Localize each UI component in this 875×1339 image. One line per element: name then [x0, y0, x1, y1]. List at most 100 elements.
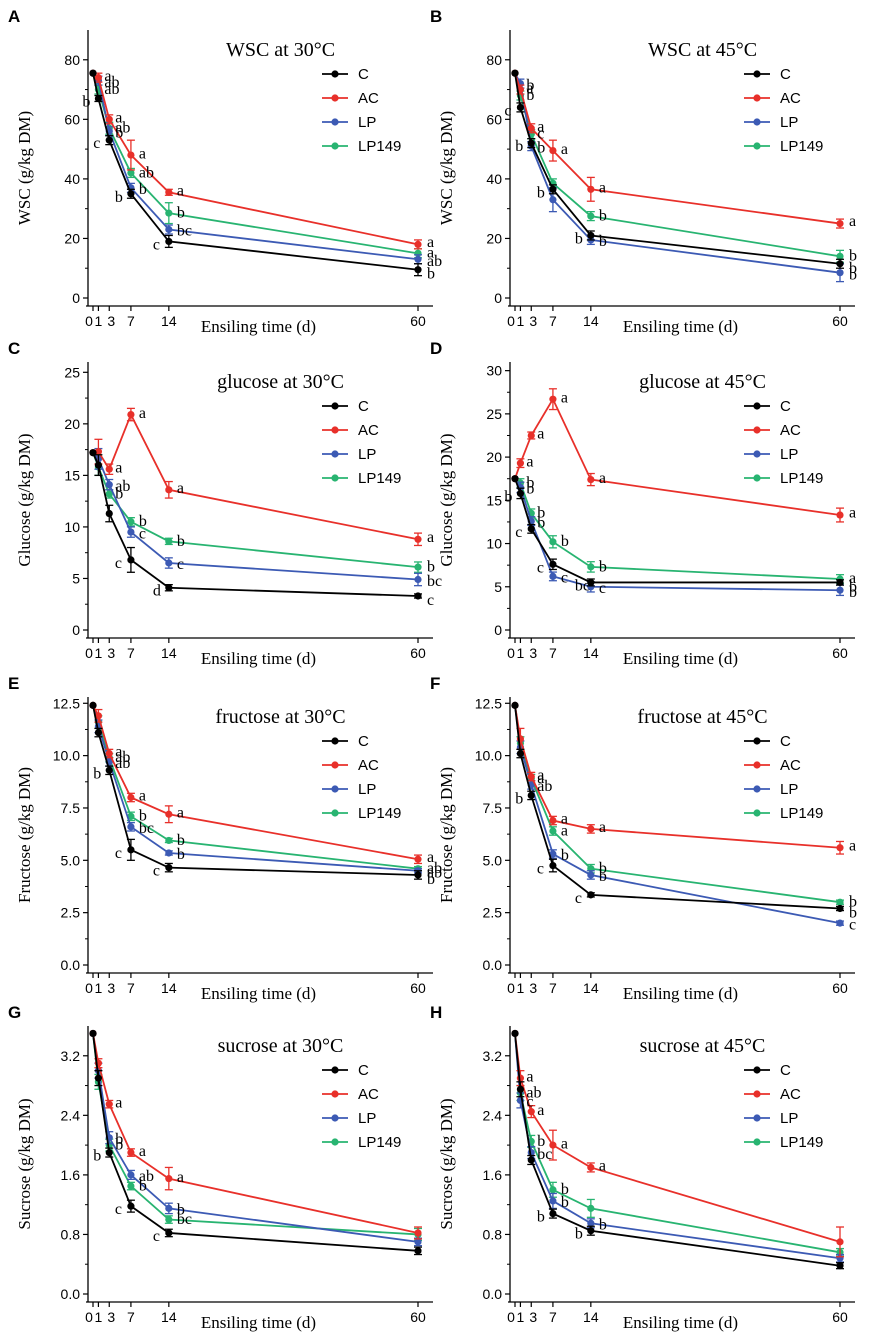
- legend-label-ac: AC: [358, 90, 379, 107]
- data-point: [127, 169, 135, 177]
- significance-label: ab: [115, 755, 130, 772]
- data-point: [549, 1186, 557, 1194]
- significance-label: b: [139, 181, 147, 198]
- series-lp149: [511, 701, 844, 906]
- y-tick-label: 60: [64, 111, 80, 127]
- significance-label: a: [599, 1158, 606, 1175]
- significance-label: b: [849, 248, 857, 265]
- data-point: [587, 1204, 595, 1212]
- legend-marker-c: [753, 402, 761, 410]
- y-tick-label: 10: [64, 519, 80, 535]
- significance-label: b: [115, 1131, 123, 1148]
- data-point: [527, 1108, 535, 1116]
- series-line-c: [514, 73, 841, 265]
- significance-label: b: [537, 184, 545, 201]
- data-point: [165, 849, 173, 857]
- x-axis-label: Ensiling time (d): [201, 1313, 316, 1332]
- legend-label-c: C: [358, 1062, 369, 1079]
- data-point: [587, 825, 595, 833]
- data-point: [836, 260, 844, 268]
- data-point: [105, 749, 113, 758]
- significance-label: a: [537, 118, 544, 135]
- significance-label: c: [427, 592, 434, 609]
- data-point: [127, 846, 135, 854]
- data-point: [414, 1238, 422, 1246]
- data-point: [836, 898, 844, 906]
- x-tick-label: 0: [507, 313, 515, 329]
- data-point: [94, 448, 103, 456]
- data-point: [587, 1219, 595, 1227]
- significance-label: b: [849, 578, 857, 595]
- series-line-lp149: [514, 705, 841, 904]
- significance-label: c: [515, 524, 522, 541]
- x-tick-label: 3: [529, 313, 537, 329]
- x-tick-label: 7: [549, 980, 557, 996]
- data-point: [549, 572, 557, 581]
- legend-label-lp149: LP149: [780, 1134, 823, 1151]
- data-point: [165, 1229, 173, 1237]
- series-line-c: [514, 705, 841, 910]
- data-point: [105, 465, 113, 473]
- legend-marker-c: [331, 1066, 339, 1074]
- legend-label-c: C: [358, 66, 369, 83]
- significance-label: b: [561, 847, 569, 864]
- y-axis-label: WSC (g/kg DM): [15, 111, 34, 225]
- legend-marker-c: [331, 70, 339, 78]
- data-point: [549, 185, 557, 193]
- significance-label: a: [526, 453, 533, 470]
- x-tick-label: 7: [127, 645, 135, 661]
- legend-marker-ac: [331, 1090, 339, 1098]
- y-tick-label: 80: [486, 52, 502, 68]
- data-point: [127, 151, 135, 159]
- data-point: [836, 219, 844, 228]
- data-point: [414, 592, 422, 600]
- series-line-c: [514, 478, 840, 584]
- data-point: [836, 252, 844, 260]
- data-point: [511, 1029, 519, 1038]
- significance-label: c: [537, 861, 544, 878]
- y-tick-label: 10: [486, 536, 502, 552]
- series-ac: [511, 701, 844, 855]
- x-tick-label: 60: [410, 313, 426, 329]
- chart-title: glucose at 30°C: [217, 371, 344, 393]
- panel-letter: H: [430, 1003, 442, 1022]
- legend-marker-ac: [331, 426, 339, 434]
- significance-label: a: [849, 837, 856, 854]
- legend-label-lp: LP: [358, 781, 376, 798]
- significance-label: b: [599, 860, 607, 877]
- y-tick-label: 3.2: [61, 1048, 81, 1064]
- y-tick-label: 0: [494, 622, 502, 638]
- significance-label: b: [139, 1177, 147, 1194]
- x-axis-label: Ensiling time (d): [201, 984, 316, 1003]
- y-tick-label: 5.0: [483, 852, 503, 868]
- legend-marker-lp149: [753, 142, 761, 150]
- data-point: [127, 556, 135, 564]
- significance-label: bc: [177, 223, 192, 240]
- y-tick-label: 40: [64, 171, 80, 187]
- significance-label: b: [849, 260, 857, 277]
- significance-label: ab: [104, 74, 119, 91]
- legend-label-c: C: [780, 398, 791, 415]
- x-tick-label: 7: [549, 313, 557, 329]
- significance-label: a: [526, 1068, 533, 1085]
- data-point: [94, 728, 103, 737]
- significance-label: b: [177, 832, 185, 849]
- significance-label: b: [599, 558, 607, 575]
- data-point: [587, 475, 595, 484]
- data-point: [516, 103, 525, 112]
- x-tick-label: 3: [107, 1309, 115, 1325]
- series-c: [89, 701, 422, 880]
- legend-marker-lp149: [331, 809, 339, 817]
- significance-label: a: [427, 234, 434, 251]
- x-tick-label: 7: [549, 645, 557, 661]
- significance-label: c: [537, 559, 544, 576]
- data-point: [165, 1175, 173, 1183]
- significance-label: b: [599, 868, 607, 885]
- series-lp149: [89, 449, 422, 573]
- y-tick-label: 12.5: [53, 695, 80, 711]
- legend-marker-lp: [753, 785, 761, 793]
- legend-label-lp149: LP149: [358, 1134, 401, 1151]
- significance-label: c: [504, 102, 511, 119]
- y-tick-label: 0.0: [61, 1286, 81, 1302]
- significance-label: a: [139, 1143, 146, 1160]
